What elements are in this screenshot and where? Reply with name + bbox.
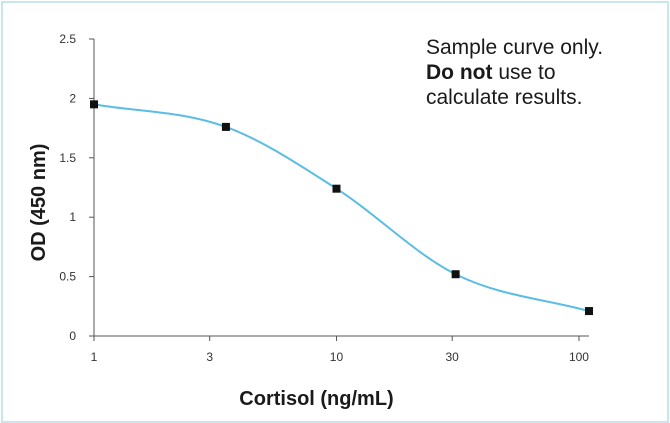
note-line-1: Sample curve only. xyxy=(426,36,604,59)
note-line-2: Do not use to xyxy=(426,60,603,85)
sample-curve-note: Sample curve only. Do not use to calcula… xyxy=(426,35,603,110)
y-tick-label: 2 xyxy=(69,91,76,105)
data-point-marker xyxy=(451,270,460,279)
data-point-marker xyxy=(585,307,593,316)
standard-curve-chart: 0 0.5 1 1.5 2 2.5 1 3 10 30 100 Cortisol (ng/mL) OD … xyxy=(28,32,593,410)
y-axis-title: OD (450 nm) xyxy=(28,144,50,262)
data-point-marker xyxy=(221,122,230,131)
x-tick-label: 3 xyxy=(206,350,213,364)
data-point-marker xyxy=(332,184,341,193)
y-tick-label: 1.5 xyxy=(59,151,76,165)
data-point-marker xyxy=(90,100,98,109)
note-line-2-rest: use to xyxy=(492,61,556,84)
x-tick-label: 10 xyxy=(330,350,344,364)
y-tick-label: 0 xyxy=(69,329,76,343)
y-tick-label: 1 xyxy=(69,210,76,224)
y-tick-label: 0.5 xyxy=(59,270,76,284)
x-tick-label: 100 xyxy=(569,350,589,364)
x-tick-label: 1 xyxy=(91,350,98,364)
y-tick-label: 2.5 xyxy=(59,32,76,46)
x-tick-label: 30 xyxy=(445,350,459,364)
note-emphasis: Do not xyxy=(426,61,493,84)
series-curve xyxy=(93,103,590,313)
x-axis-title: Cortisol (ng/mL) xyxy=(239,388,393,410)
note-line-3: calculate results. xyxy=(426,86,583,109)
